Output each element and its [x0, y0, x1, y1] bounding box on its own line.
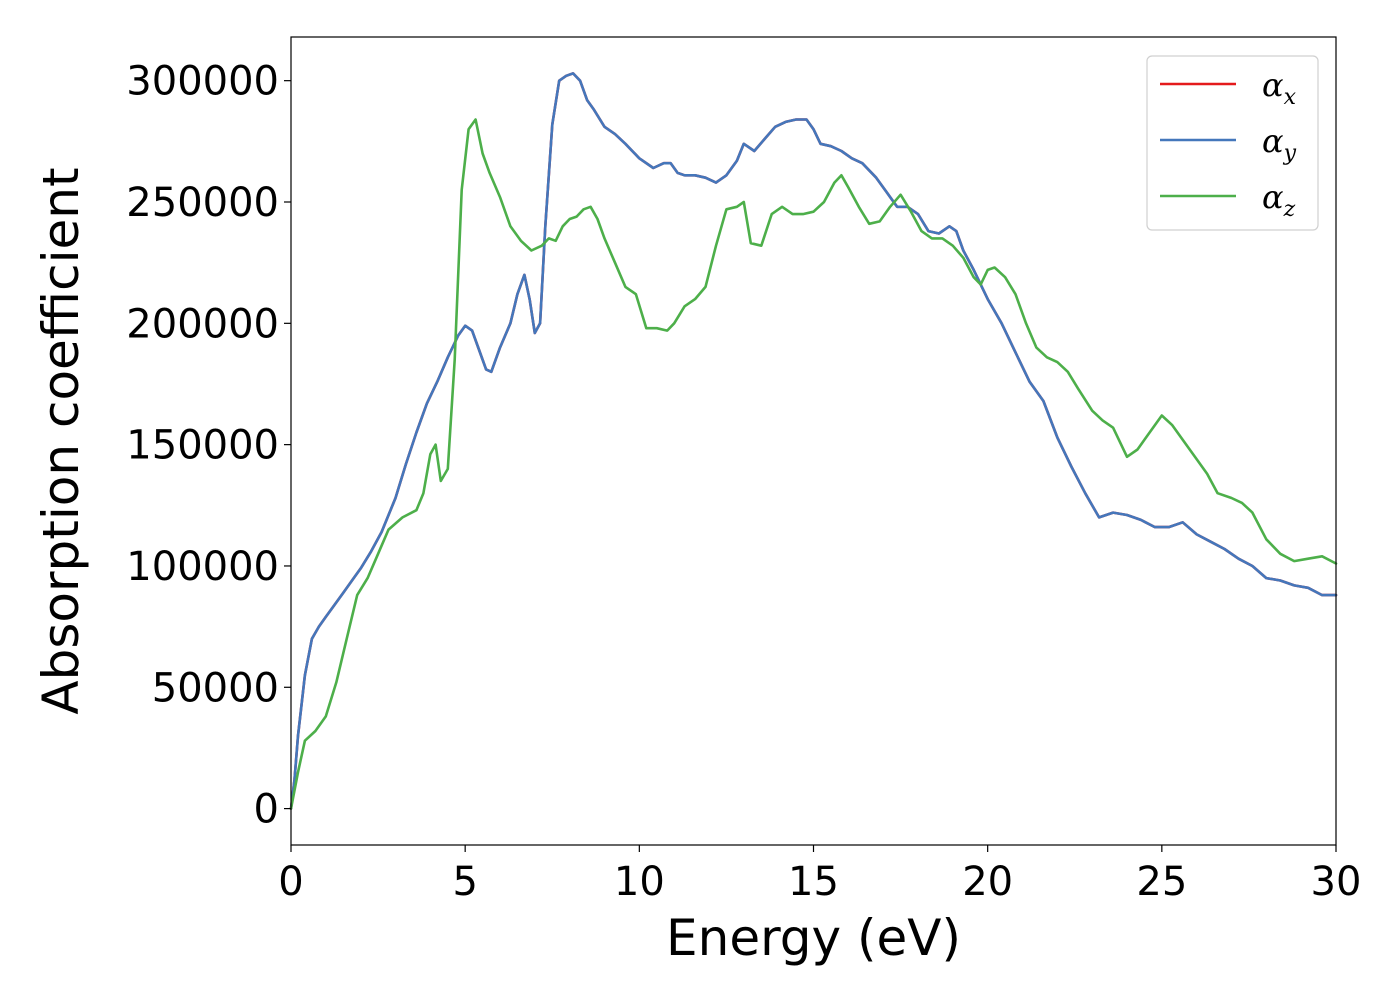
series-line-z	[289, 118, 1338, 810]
series-line-y	[289, 72, 1338, 810]
legend-label-x: αx	[1262, 66, 1297, 110]
y-axis-label: Absorption coefficient	[32, 167, 90, 714]
x-tick-label: 30	[1311, 859, 1362, 905]
y-tick-label: 200000	[126, 301, 279, 347]
x-tick-label: 10	[614, 859, 665, 905]
y-tick-label: 50000	[152, 665, 279, 711]
x-tick-label: 0	[278, 859, 303, 905]
x-tick-label: 5	[452, 859, 477, 905]
y-tick-label: 150000	[126, 423, 279, 469]
legend-box	[1146, 55, 1319, 231]
x-tick-label: 20	[962, 859, 1013, 905]
legend-label-z: αz	[1262, 178, 1296, 222]
y-axis-ticks: 0 50000 100000 150000 200000 250000 300000	[126, 59, 291, 833]
x-axis-label: Energy (eV)	[666, 909, 961, 967]
x-tick-label: 25	[1136, 859, 1187, 905]
legend-label-y: αy	[1262, 122, 1297, 166]
y-tick-label: 300000	[126, 59, 279, 105]
y-tick-label: 100000	[126, 544, 279, 590]
legend: αx αy αz	[1146, 55, 1319, 231]
x-tick-label: 15	[788, 859, 839, 905]
x-axis-ticks: 0 5 10 15 20 25 30	[278, 845, 1361, 905]
y-tick-label: 250000	[126, 180, 279, 226]
y-tick-label: 0	[254, 787, 279, 833]
series-layer	[289, 72, 1338, 810]
